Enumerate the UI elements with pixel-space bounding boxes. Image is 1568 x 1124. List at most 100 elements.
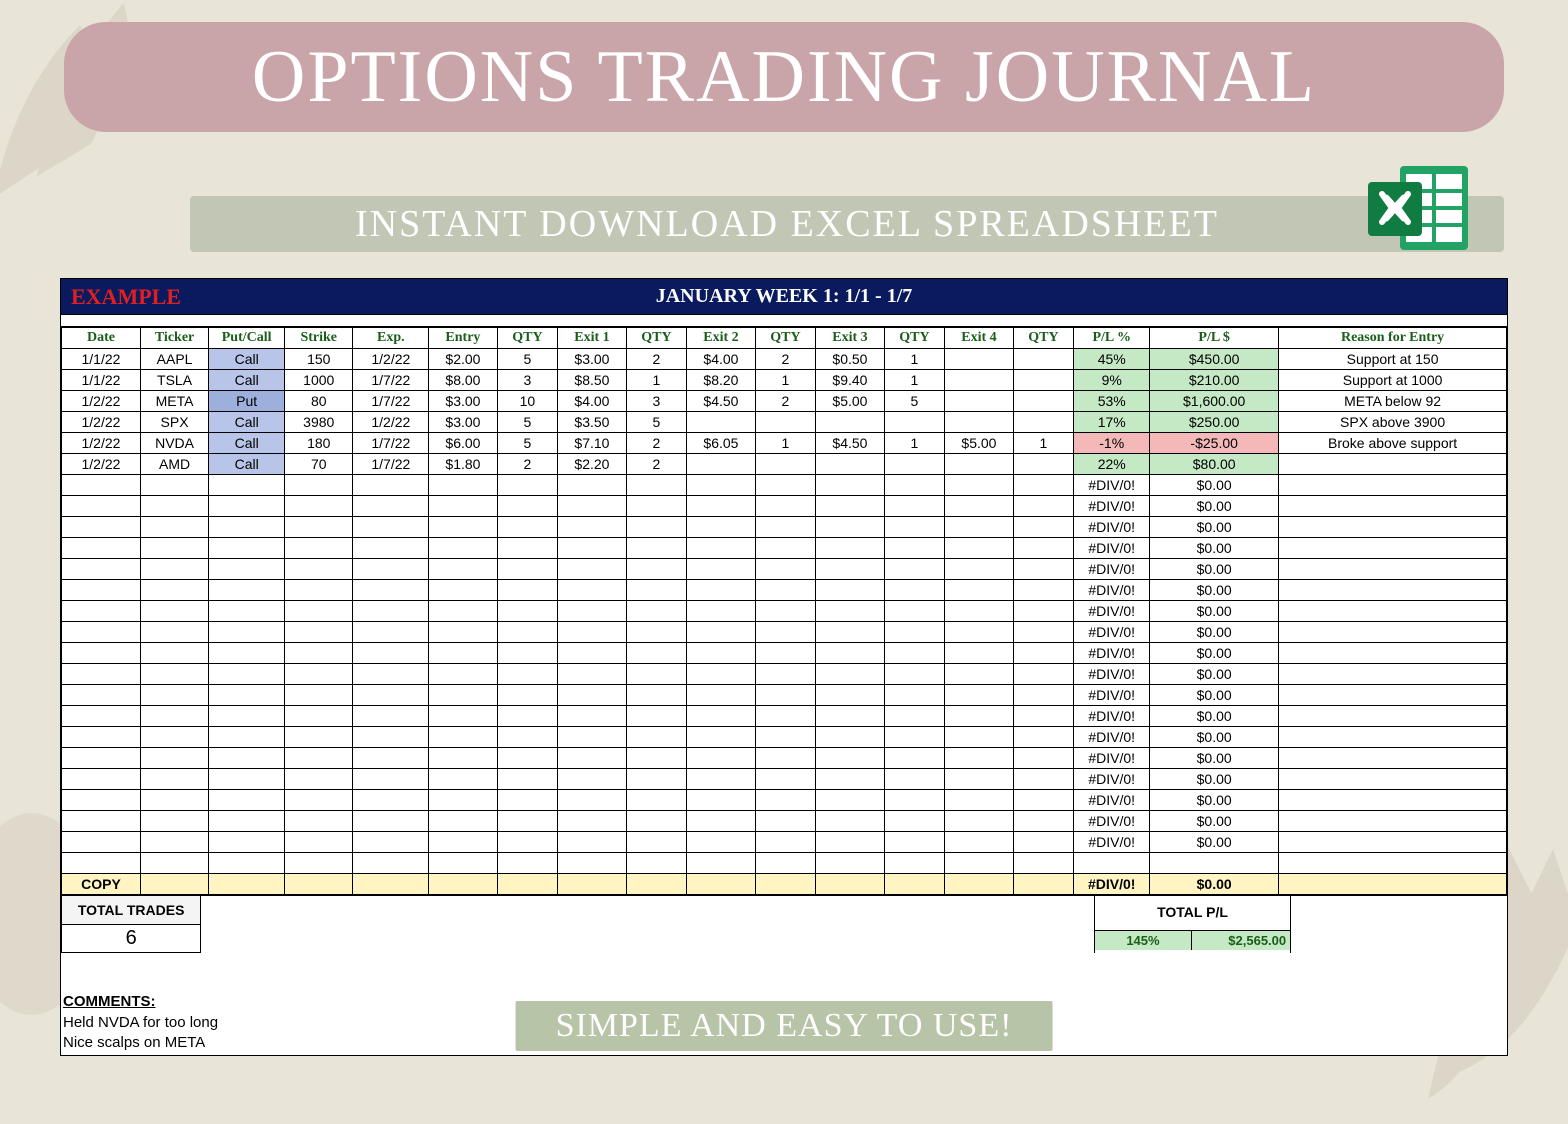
cell bbox=[429, 517, 497, 538]
cell bbox=[429, 622, 497, 643]
col-header: Strike bbox=[285, 328, 353, 349]
cell bbox=[687, 538, 755, 559]
cell bbox=[945, 811, 1013, 832]
cell bbox=[353, 874, 429, 895]
cell: TSLA bbox=[140, 370, 208, 391]
cell bbox=[285, 769, 353, 790]
table-row-empty: #DIV/0!$0.00 bbox=[62, 475, 1507, 496]
cell: 150 bbox=[285, 349, 353, 370]
cell: $9.40 bbox=[816, 370, 884, 391]
cell bbox=[497, 874, 558, 895]
cell bbox=[884, 580, 945, 601]
cell bbox=[209, 664, 285, 685]
cell bbox=[626, 538, 687, 559]
cell bbox=[1279, 853, 1507, 874]
cell: $0.00 bbox=[1150, 706, 1279, 727]
cell bbox=[209, 622, 285, 643]
cell bbox=[687, 601, 755, 622]
cell bbox=[945, 370, 1013, 391]
cell bbox=[755, 517, 816, 538]
cell bbox=[884, 664, 945, 685]
cell bbox=[816, 538, 884, 559]
cell bbox=[62, 517, 141, 538]
cell: 1/7/22 bbox=[353, 433, 429, 454]
cell bbox=[755, 727, 816, 748]
cell: 3 bbox=[626, 391, 687, 412]
cell bbox=[1013, 517, 1074, 538]
cell bbox=[816, 853, 884, 874]
cell bbox=[687, 685, 755, 706]
cell: $0.00 bbox=[1150, 496, 1279, 517]
cell bbox=[816, 706, 884, 727]
cell bbox=[945, 727, 1013, 748]
cell bbox=[945, 349, 1013, 370]
cell bbox=[945, 706, 1013, 727]
cell bbox=[626, 769, 687, 790]
cell bbox=[1013, 475, 1074, 496]
cell bbox=[429, 832, 497, 853]
cell bbox=[816, 601, 884, 622]
table-body: 1/1/22AAPLCall1501/2/22$2.005$3.002$4.00… bbox=[62, 349, 1507, 895]
cell bbox=[755, 664, 816, 685]
cell bbox=[687, 412, 755, 433]
cell bbox=[945, 874, 1013, 895]
cell bbox=[626, 832, 687, 853]
cell bbox=[558, 496, 626, 517]
cell bbox=[816, 790, 884, 811]
cell bbox=[816, 622, 884, 643]
table-row: 1/1/22AAPLCall1501/2/22$2.005$3.002$4.00… bbox=[62, 349, 1507, 370]
col-header: QTY bbox=[626, 328, 687, 349]
table-row-empty: #DIV/0!$0.00 bbox=[62, 727, 1507, 748]
cell bbox=[884, 706, 945, 727]
cell: #DIV/0! bbox=[1074, 727, 1150, 748]
cell bbox=[1279, 580, 1507, 601]
cell: Support at 150 bbox=[1279, 349, 1507, 370]
cell bbox=[945, 538, 1013, 559]
cell: $5.00 bbox=[945, 433, 1013, 454]
cell bbox=[755, 643, 816, 664]
cell: 5 bbox=[626, 412, 687, 433]
cell bbox=[816, 496, 884, 517]
cell: 1/7/22 bbox=[353, 454, 429, 475]
cell bbox=[62, 685, 141, 706]
table-row-empty: #DIV/0!$0.00 bbox=[62, 748, 1507, 769]
cell bbox=[62, 475, 141, 496]
cell bbox=[1279, 517, 1507, 538]
cell bbox=[209, 601, 285, 622]
cell bbox=[140, 559, 208, 580]
col-header: Exp. bbox=[353, 328, 429, 349]
cell bbox=[1013, 580, 1074, 601]
cell: $6.05 bbox=[687, 433, 755, 454]
cell bbox=[884, 685, 945, 706]
cell bbox=[755, 748, 816, 769]
cell bbox=[429, 769, 497, 790]
cell bbox=[558, 580, 626, 601]
cell bbox=[884, 517, 945, 538]
cell: #DIV/0! bbox=[1074, 559, 1150, 580]
cell bbox=[285, 475, 353, 496]
cell bbox=[209, 727, 285, 748]
cell bbox=[755, 496, 816, 517]
cell bbox=[816, 769, 884, 790]
cell bbox=[140, 664, 208, 685]
cell bbox=[429, 601, 497, 622]
cell: #DIV/0! bbox=[1074, 475, 1150, 496]
cell: 2 bbox=[497, 454, 558, 475]
cell bbox=[558, 853, 626, 874]
cell bbox=[285, 727, 353, 748]
cell bbox=[209, 832, 285, 853]
cell bbox=[884, 412, 945, 433]
col-header: Entry bbox=[429, 328, 497, 349]
cell bbox=[884, 496, 945, 517]
cell: 1/2/22 bbox=[62, 412, 141, 433]
cell bbox=[816, 475, 884, 496]
table-row-empty: #DIV/0!$0.00 bbox=[62, 517, 1507, 538]
example-label: EXAMPLE bbox=[61, 284, 261, 310]
table-row-empty: #DIV/0!$0.00 bbox=[62, 580, 1507, 601]
cell bbox=[755, 853, 816, 874]
table-row-empty: #DIV/0!$0.00 bbox=[62, 538, 1507, 559]
cell bbox=[353, 643, 429, 664]
cell bbox=[1150, 853, 1279, 874]
cell bbox=[626, 748, 687, 769]
cell: 1 bbox=[884, 433, 945, 454]
